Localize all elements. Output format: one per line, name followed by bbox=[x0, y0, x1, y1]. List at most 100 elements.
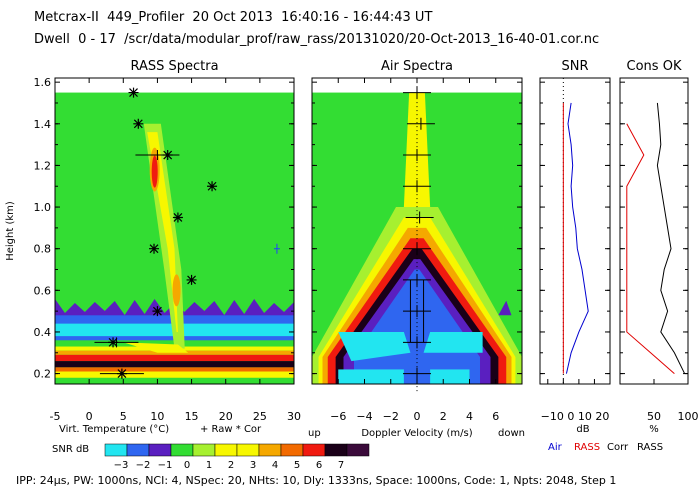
colorbar-tick-label: 1 bbox=[206, 460, 212, 471]
colorbar-swatch-6 bbox=[236, 443, 260, 457]
colorbar-tick-label: 5 bbox=[294, 460, 300, 471]
air-x-label-up: up bbox=[308, 428, 321, 439]
air-cyan-right bbox=[423, 331, 483, 353]
colorbar-tick-label: 3 bbox=[250, 460, 256, 471]
air-x-label: Doppler Velocity (m/s) bbox=[361, 428, 472, 439]
rass-x-tick-label: 10 bbox=[150, 410, 164, 423]
rass-cor-point-4 bbox=[172, 212, 183, 223]
air-title: Air Spectra bbox=[381, 59, 453, 74]
rass-low-band-4 bbox=[55, 367, 294, 372]
rass-plume-mid bbox=[147, 132, 178, 332]
air-x-tick-label: 4 bbox=[466, 410, 473, 423]
rass-x-tick-label: 30 bbox=[287, 410, 301, 423]
air-spectra-field bbox=[312, 92, 522, 384]
header-line-2: Dwell 0 - 17 /scr/data/modular_prof/raw_… bbox=[34, 32, 600, 47]
air-x-label-down: down bbox=[498, 428, 525, 439]
rass-low-band-5 bbox=[55, 371, 294, 378]
colorbar-tick-label: −1 bbox=[158, 460, 173, 471]
colorbar-tick-label: −3 bbox=[114, 460, 129, 471]
air-x-tick-label: 6 bbox=[492, 410, 499, 423]
colorbar-tick-label: 0 bbox=[184, 460, 190, 471]
colorbar-swatch-9 bbox=[302, 443, 326, 457]
rass-cor-point-6 bbox=[186, 274, 197, 285]
rass-plume-core bbox=[151, 155, 158, 188]
y-tick-label: 1.4 bbox=[34, 118, 52, 131]
cons-x-label: % bbox=[649, 424, 659, 435]
rass-raw-point-0 bbox=[135, 150, 180, 161]
air-blob-right bbox=[498, 300, 512, 316]
rass-cor-point-5 bbox=[149, 243, 160, 254]
cons-line-1 bbox=[626, 123, 675, 374]
colorbar-label: SNR dB bbox=[52, 444, 89, 455]
rass-cor-point-1 bbox=[133, 118, 144, 129]
air-x-tick-label: −2 bbox=[383, 410, 399, 423]
rass-plume-foot bbox=[123, 342, 189, 353]
rass-raw-point-1 bbox=[94, 337, 139, 348]
air-x-tick-label: 0 bbox=[414, 410, 421, 423]
y-tick-label: 0.8 bbox=[34, 243, 52, 256]
rass-x-tick-label: 20 bbox=[219, 410, 233, 423]
air-point-6 bbox=[403, 273, 431, 286]
panel-frame-0 bbox=[54, 77, 295, 385]
air-x-tick-label: 2 bbox=[440, 410, 447, 423]
header-line-1: Metcrax-II 449_Profiler 20 Oct 2013 16:4… bbox=[34, 10, 433, 25]
y-tick-label: 1.0 bbox=[34, 201, 52, 214]
rass-plume-low-core bbox=[172, 274, 181, 307]
rass-low-band-2 bbox=[55, 354, 294, 362]
rass-x-tick-label: 5 bbox=[120, 410, 127, 423]
snr-line-air bbox=[565, 102, 589, 374]
panel-frame-3 bbox=[619, 77, 689, 385]
air-point-5 bbox=[403, 242, 431, 255]
rass-x-tick-label: 0 bbox=[86, 410, 93, 423]
rass-spectra-field bbox=[55, 92, 294, 384]
colorbar-tick-label: 6 bbox=[316, 460, 322, 471]
rass-x-tick-label: 15 bbox=[185, 410, 199, 423]
air-x-tick-label: −4 bbox=[356, 410, 372, 423]
legend-rass: RASS bbox=[574, 442, 600, 453]
colorbar-swatch-2 bbox=[148, 443, 172, 457]
air-point-4 bbox=[405, 211, 434, 224]
rass-raw-point-2 bbox=[99, 368, 144, 379]
rass-title: RASS Spectra bbox=[130, 59, 218, 74]
snr-x-tick-labels: −10 0 10 20 bbox=[541, 410, 610, 423]
legend-air: Air bbox=[548, 442, 563, 453]
air-point-9 bbox=[403, 367, 431, 380]
rass-cor-point-3 bbox=[207, 181, 218, 192]
footer-params: IPP: 24µs, PW: 1000ns, NCI: 4, NSpec: 20… bbox=[16, 474, 617, 487]
legend-corr: Corr bbox=[607, 442, 629, 453]
rass-raw-point-3 bbox=[273, 243, 280, 254]
y-axis-label: Height (km) bbox=[5, 201, 16, 261]
cons-title: Cons OK bbox=[627, 59, 682, 74]
colorbar-tick-label: −2 bbox=[136, 460, 151, 471]
rass-x-tick-label: -5 bbox=[50, 410, 61, 423]
y-tick-label: 0.2 bbox=[34, 368, 52, 381]
rass-x-legend: + Raw * Cor bbox=[200, 424, 262, 435]
colorbar-swatch-11 bbox=[346, 443, 370, 457]
colorbar-swatch-7 bbox=[258, 443, 282, 457]
y-tick-label: 0.4 bbox=[34, 326, 52, 339]
colorbar-swatch-0 bbox=[104, 443, 128, 457]
colorbar-tick-label: 7 bbox=[338, 460, 344, 471]
y-tick-label: 1.2 bbox=[34, 159, 52, 172]
cons-x-tick-label: 50 bbox=[647, 410, 661, 423]
legend-rass2: RASS bbox=[637, 442, 663, 453]
y-tick-label: 1.6 bbox=[34, 76, 52, 89]
colorbar-swatch-4 bbox=[192, 443, 216, 457]
rass-cor-point-7 bbox=[152, 306, 163, 317]
colorbar-swatch-8 bbox=[280, 443, 304, 457]
colorbar-swatch-5 bbox=[214, 443, 238, 457]
snr-title: SNR bbox=[561, 59, 588, 74]
air-cyan-bottom-right bbox=[430, 369, 470, 384]
snr-x-label: dB bbox=[576, 424, 589, 435]
air-cyan-bottom-left bbox=[338, 369, 404, 384]
rass-cor-point-0 bbox=[128, 87, 139, 98]
rass-x-label: Virt. Temperature (°C) bbox=[59, 424, 169, 435]
colorbar-swatch-3 bbox=[170, 443, 194, 457]
air-point-0 bbox=[403, 86, 431, 99]
colorbar-swatch-10 bbox=[324, 443, 348, 457]
rass-low-band-3 bbox=[55, 361, 294, 368]
air-point-1 bbox=[406, 117, 435, 130]
cons-line-0 bbox=[656, 102, 686, 374]
rass-x-tick-label: 25 bbox=[253, 410, 267, 423]
cons-x-tick-label: 100 bbox=[678, 410, 699, 423]
